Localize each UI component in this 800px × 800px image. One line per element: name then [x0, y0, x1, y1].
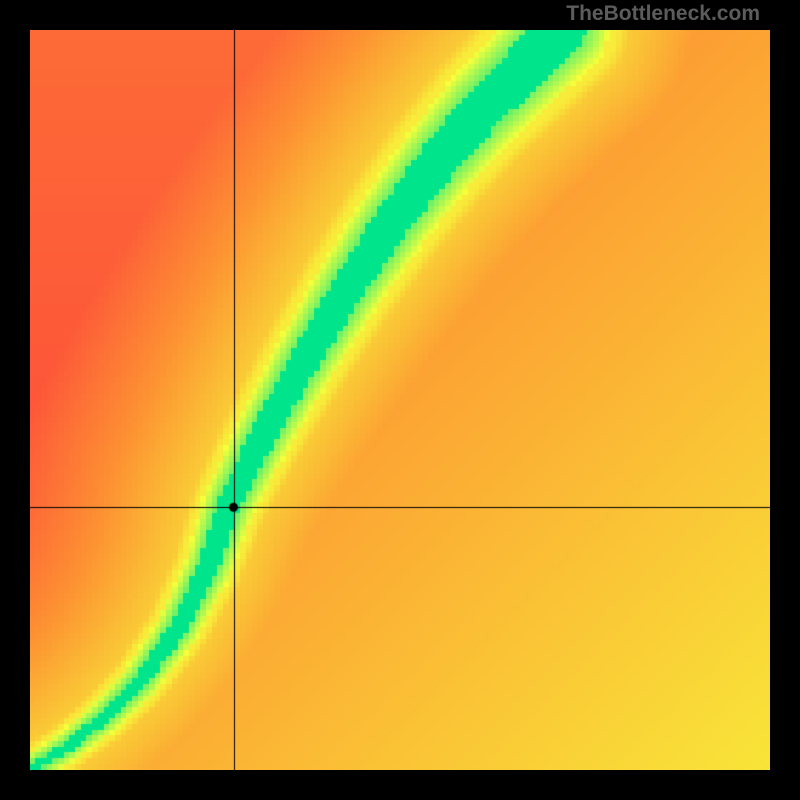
figure-container: TheBottleneck.com	[0, 0, 800, 800]
bottleneck-heatmap	[30, 30, 770, 770]
watermark-text: TheBottleneck.com	[566, 2, 760, 26]
